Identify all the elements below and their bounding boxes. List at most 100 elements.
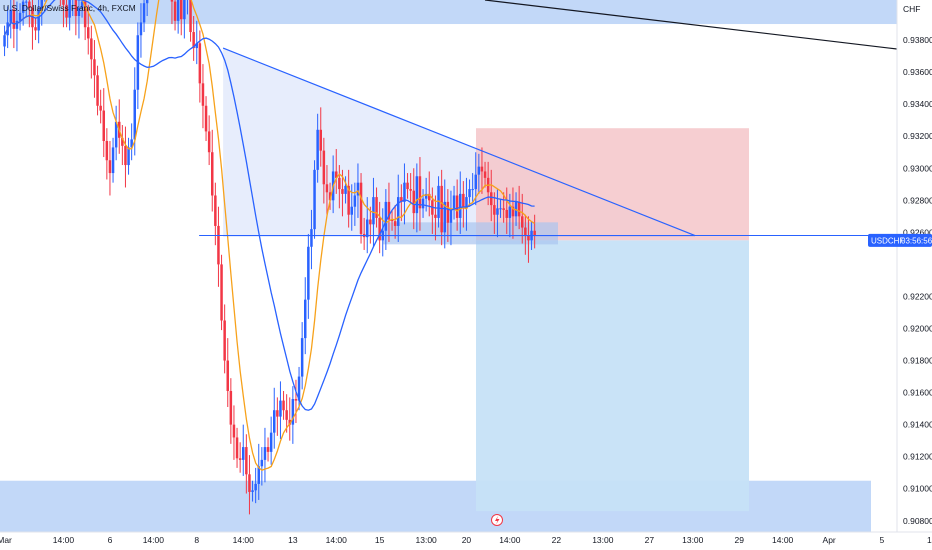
price-badge-box: [868, 233, 932, 247]
candle-body: [217, 225, 220, 265]
candle-body: [353, 195, 357, 207]
price-tick-label: 0.93600: [903, 67, 932, 77]
candle-body: [93, 59, 96, 76]
candle-body: [245, 447, 248, 475]
candle-body: [474, 174, 477, 190]
candle-body: [65, 4, 68, 18]
candle-body: [449, 209, 453, 223]
price-tick-label: 0.92200: [903, 291, 932, 301]
candle-body: [15, 20, 19, 29]
candle-body: [313, 169, 316, 230]
candle-body: [344, 185, 347, 194]
candle-body: [338, 177, 341, 190]
price-badge-symbol: USDCHF: [871, 236, 904, 245]
candle-body: [446, 201, 450, 223]
candle-body: [214, 195, 217, 226]
candle-body: [133, 89, 136, 140]
candle-body: [31, 8, 34, 28]
candle-body: [273, 410, 276, 433]
candle-body: [517, 201, 521, 217]
candle-body: [307, 246, 310, 300]
candle-body: [372, 197, 375, 225]
time-tick-label: 13: [288, 535, 298, 545]
supply-zone: [0, 0, 897, 25]
candle-body: [468, 189, 471, 198]
time-axis[interactable]: Mar 14:00 6 14:00 8 14:00 13 14:00 15 13:00 20 14:0…: [0, 535, 932, 545]
price-tick-label: 0.91600: [903, 388, 932, 398]
price-tick-label: 0.91400: [903, 420, 932, 430]
time-tick-label: 8: [194, 535, 199, 545]
candle-body: [189, 0, 192, 33]
candle-body: [428, 193, 431, 201]
candle-body: [384, 201, 388, 231]
candle-body: [300, 338, 304, 377]
time-tick-label: 13:00: [592, 535, 614, 545]
candle-body: [319, 129, 322, 151]
candle-layer: [3, 0, 536, 515]
chart-title: U.S. Dollar/Swiss Franc, 4h, FXCM: [3, 3, 136, 13]
candle-body: [229, 390, 233, 425]
candle-body: [288, 419, 291, 425]
candle-body: [412, 190, 415, 214]
candle-body: [198, 43, 202, 84]
time-tick-label: 15: [375, 535, 385, 545]
time-tick-label: 6: [108, 535, 113, 545]
candle-body: [195, 43, 198, 49]
candle-body: [173, 1, 177, 21]
blue-moving-average: [3, 0, 535, 411]
candle-body: [121, 137, 124, 146]
candle-body: [505, 209, 508, 218]
consolidation-box: [383, 222, 558, 245]
candle-body: [211, 152, 214, 196]
candle-body: [254, 483, 257, 491]
candle-body: [124, 145, 127, 166]
candle-body: [421, 198, 425, 209]
candle-body: [499, 208, 502, 210]
price-axis[interactable]: 0.93800 0.93600 0.93400 0.93200 0.93000 0.928…: [903, 35, 932, 526]
candle-body: [350, 206, 353, 215]
candle-body: [226, 360, 229, 391]
time-tick-label: 14:00: [326, 535, 348, 545]
candle-body: [242, 447, 245, 460]
candle-body: [359, 182, 363, 234]
candle-body: [96, 75, 99, 106]
candle-body: [493, 205, 496, 215]
candle-body: [403, 182, 406, 202]
candle-body: [387, 201, 391, 220]
candle-body: [459, 193, 462, 218]
candle-body: [105, 141, 109, 161]
candle-body: [378, 217, 381, 241]
price-badge-countdown: 03:56:56: [901, 236, 932, 245]
candle-body: [496, 208, 499, 215]
candle-body: [9, 9, 12, 23]
candle-body: [502, 208, 505, 210]
candle-body: [282, 400, 285, 411]
candle-body: [316, 129, 319, 170]
candle-body: [400, 197, 403, 202]
candle-body: [145, 0, 149, 4]
lightning-icon[interactable]: [491, 514, 503, 526]
price-tick-label: 0.92000: [903, 323, 932, 333]
time-axis-background: [0, 532, 932, 550]
candle-body: [322, 150, 326, 185]
candle-body: [490, 192, 493, 206]
time-tick-label: Mar: [0, 535, 12, 545]
candle-body: [390, 219, 394, 222]
candle-body: [375, 197, 378, 218]
price-tick-label: 0.90800: [903, 516, 932, 526]
candle-body: [201, 83, 205, 106]
candle-body: [304, 299, 307, 339]
currency-label: CHF: [903, 4, 920, 14]
candle-body: [465, 197, 468, 209]
candle-body: [74, 0, 78, 17]
time-tick-label: 13:00: [416, 535, 438, 545]
candle-body: [18, 12, 22, 21]
candle-body: [260, 459, 264, 467]
time-tick-label: 27: [645, 535, 655, 545]
candle-body: [183, 0, 186, 20]
price-tick-label: 0.93400: [903, 99, 932, 109]
price-badge: USDCHF 03:56:56: [868, 233, 932, 247]
candle-body: [533, 230, 536, 236]
candle-body: [142, 3, 146, 23]
